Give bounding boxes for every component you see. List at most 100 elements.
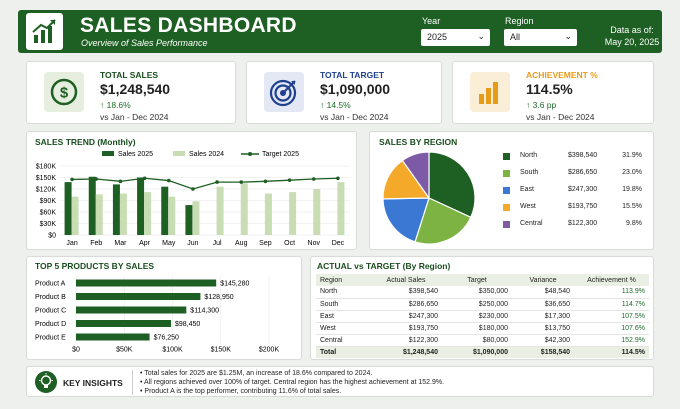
region-value: $122,300 [568, 220, 598, 227]
x-tick-label: Dec [332, 240, 345, 247]
table-cell: West [316, 322, 370, 335]
col-header: Target [442, 274, 512, 286]
target-icon [264, 72, 304, 112]
x-tick-label: Jul [213, 240, 222, 247]
kpi-comparison: vs Jan - Dec 2024 [526, 112, 595, 122]
key-insights-title: KEY INSIGHTS [63, 378, 123, 388]
table-total-row: Total $1,248,540 $1,090,000 $158,540 114.5% [316, 346, 649, 358]
kpi-label: ACHIEVEMENT % [526, 70, 598, 80]
x-tick-label: Aug [235, 240, 248, 247]
kpi-card-achievement: ACHIEVEMENT % 114.5% ↑ 3.6 pp vs Jan - D… [452, 61, 654, 124]
product-label: Product B [35, 294, 66, 301]
bar-sales-2024 [264, 193, 272, 235]
target-point [166, 178, 171, 183]
insight-item: • All regions achieved over 100% of targ… [140, 378, 444, 387]
dollar-icon: $ [44, 72, 84, 112]
table-row: South $286,650 $250,000 $36,650 114.7% [316, 298, 649, 311]
region-value: $193,750 [568, 203, 598, 210]
x-tick-label: $0 [72, 347, 80, 354]
y-tick-label: $90K [40, 198, 57, 205]
target-point [142, 176, 147, 181]
table-cell: $42,300 [512, 334, 574, 347]
pie-slice-south [414, 197, 472, 245]
y-tick-label: $30K [40, 221, 57, 228]
table-cell: $1,090,000 [442, 346, 512, 358]
lightbulb-icon [35, 371, 57, 393]
bar-sales-2025 [185, 205, 193, 235]
bar-sales-2024 [71, 196, 79, 235]
bar-sales-2024 [337, 182, 345, 235]
table-row: West $193,750 $180,000 $13,750 107.6% [316, 322, 649, 335]
as-of-label: Data as of: [610, 25, 654, 35]
chevron-down-icon: ⌄ [564, 31, 572, 41]
legend-label-target-2025: Target 2025 [262, 151, 299, 158]
chart-logo-icon [32, 19, 56, 43]
x-tick-label: $50K [116, 347, 133, 354]
divider [132, 370, 133, 395]
table-row: East $247,300 $230,000 $17,300 107.5% [316, 310, 649, 323]
legend-swatch [503, 221, 510, 228]
target-point [336, 176, 340, 181]
chevron-down-icon: ⌄ [477, 31, 485, 41]
bar-sales-2025 [161, 186, 169, 235]
as-of-info: Data as of: May 20, 2025 [592, 24, 672, 48]
kpi-card-total-target: TOTAL TARGET $1,090,000 ↑ 14.5% vs Jan -… [246, 61, 442, 124]
x-tick-label: Sep [259, 240, 272, 247]
bullet-icon: • [140, 388, 145, 395]
bar-sales-2024 [119, 193, 127, 235]
legend-swatch [503, 204, 510, 211]
page-title: SALES DASHBOARD [80, 14, 297, 37]
table-cell: 107.6% [574, 322, 649, 335]
target-line [72, 177, 338, 190]
product-label: Product C [35, 308, 66, 315]
year-label: Year [422, 16, 441, 26]
region-pct: 31.9% [622, 152, 642, 159]
pie-slice-east [382, 197, 430, 243]
bar-sales-2024 [216, 186, 224, 235]
table-header-row: Region Actual Sales Target Variance Achi… [316, 274, 649, 286]
table-cell: $350,000 [442, 286, 512, 299]
actual-vs-target-panel: ACTUAL vs TARGET (By Region) Region Actu… [310, 256, 654, 360]
y-tick-label: $120K [36, 187, 57, 194]
kpi-card-total-sales: $ TOTAL SALES $1,248,540 ↑ 18.6% vs Jan … [26, 61, 236, 124]
region-legend-item: West $193,750 15.5% [503, 203, 647, 220]
table-cell: $1,248,540 [370, 346, 442, 358]
col-header: Variance [512, 274, 574, 286]
table-cell: $17,300 [512, 310, 574, 323]
table-cell: $80,000 [442, 334, 512, 347]
target-point [215, 180, 219, 184]
region-name: West [520, 203, 536, 210]
logo [26, 13, 63, 50]
product-bar [76, 320, 172, 327]
legend-swatch [503, 170, 510, 177]
table-cell: East [316, 310, 370, 323]
y-tick-label: $180K [36, 164, 57, 171]
table-cell: $48,540 [512, 286, 574, 299]
product-bar [76, 333, 150, 341]
table-row: Central $122,300 $80,000 $42,300 152.9% [316, 334, 649, 347]
legend-swatch [503, 153, 510, 160]
x-tick-label: May [162, 240, 176, 247]
legend-swatch-sales-2025 [102, 151, 114, 156]
region-select[interactable]: All ⌄ [504, 29, 577, 46]
bar-sales-2024 [168, 196, 176, 235]
dashboard-header: SALES DASHBOARD Overview of Sales Perfor… [18, 10, 662, 53]
y-tick-label: $60K [40, 210, 57, 217]
product-value-label: $114,300 [190, 308, 219, 315]
x-tick-label: $200K [259, 347, 280, 354]
region-pct: 9.8% [626, 220, 642, 227]
x-tick-label: Apr [139, 240, 151, 247]
target-point [287, 178, 292, 182]
svg-text:$: $ [60, 85, 69, 102]
year-select[interactable]: 2025 ⌄ [421, 29, 490, 46]
x-tick-label: Nov [308, 240, 321, 247]
target-point [263, 179, 268, 184]
product-value-label: $128,950 [204, 294, 233, 301]
bar-sales-2024 [289, 192, 297, 235]
kpi-change: ↑ 14.5% [320, 100, 351, 110]
table-cell: 113.9% [574, 286, 649, 299]
bar-sales-2025 [88, 176, 96, 235]
kpi-value: $1,248,540 [100, 81, 171, 97]
sales-by-region-pie [382, 151, 476, 245]
x-tick-label: Oct [284, 240, 295, 247]
